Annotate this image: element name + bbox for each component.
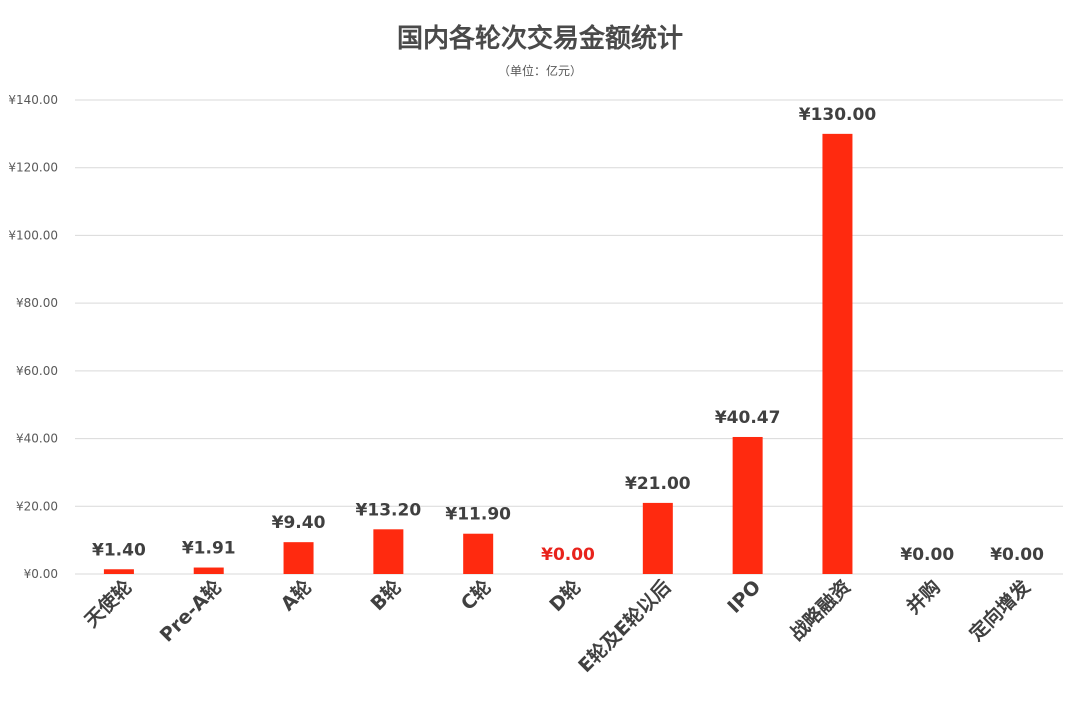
bar bbox=[822, 133, 853, 574]
y-tick-label: ¥100.00 bbox=[8, 228, 58, 242]
chart-title: 国内各轮次交易金额统计 bbox=[397, 23, 683, 54]
bar bbox=[103, 569, 134, 574]
x-tick-label: IPO bbox=[723, 576, 765, 618]
y-tick-label: ¥20.00 bbox=[16, 499, 58, 513]
data-label: ¥0.00 bbox=[990, 545, 1044, 565]
x-tick-label: 战略融资 bbox=[785, 575, 855, 645]
x-tick-label: C轮 bbox=[456, 575, 496, 615]
x-tick-label: A轮 bbox=[276, 575, 316, 615]
x-tick-label: E轮及E轮以后 bbox=[574, 575, 676, 677]
y-tick-label: ¥60.00 bbox=[16, 364, 58, 378]
y-tick-label: ¥120.00 bbox=[8, 161, 58, 175]
data-label: ¥1.40 bbox=[92, 540, 146, 560]
data-label: ¥21.00 bbox=[625, 474, 691, 494]
x-tick-label: 定向增发 bbox=[965, 575, 1036, 646]
data-label: ¥9.40 bbox=[272, 513, 326, 533]
x-tick-label: B轮 bbox=[366, 575, 406, 615]
bars bbox=[103, 133, 853, 574]
data-label: ¥11.90 bbox=[445, 505, 511, 525]
gridlines bbox=[75, 99, 1063, 575]
x-tick-label: Pre-A轮 bbox=[155, 575, 226, 646]
data-label: ¥0.00 bbox=[900, 545, 954, 565]
x-tick-label: D轮 bbox=[545, 575, 586, 616]
y-tick-label: ¥0.00 bbox=[24, 567, 58, 581]
x-tick-label: 并购 bbox=[902, 575, 945, 618]
bar bbox=[283, 542, 314, 574]
y-tick-label: ¥80.00 bbox=[16, 296, 58, 310]
bar bbox=[732, 436, 763, 574]
chart-subtitle: （单位：亿元） bbox=[498, 63, 582, 78]
data-label: ¥130.00 bbox=[799, 105, 877, 125]
bar bbox=[642, 502, 673, 574]
y-tick-label: ¥140.00 bbox=[8, 93, 58, 107]
bar bbox=[193, 567, 224, 574]
y-tick-label: ¥40.00 bbox=[16, 432, 58, 446]
y-axis-tick-labels: ¥0.00 ¥20.00 ¥40.00 ¥60.00 ¥80.00 ¥100.00 ¥120… bbox=[8, 93, 58, 581]
data-label: ¥1.91 bbox=[182, 539, 236, 559]
data-labels: ¥1.40 ¥1.91 ¥9.40 ¥13.20 ¥11.90 ¥0.00 ¥21.00 ¥4… bbox=[92, 105, 1044, 565]
data-label: ¥13.20 bbox=[356, 500, 422, 520]
data-label: ¥0.00 bbox=[541, 545, 595, 565]
bar bbox=[373, 529, 404, 574]
data-label: ¥40.47 bbox=[715, 408, 781, 428]
bar bbox=[463, 533, 494, 574]
x-tick-label: 天使轮 bbox=[80, 575, 137, 632]
